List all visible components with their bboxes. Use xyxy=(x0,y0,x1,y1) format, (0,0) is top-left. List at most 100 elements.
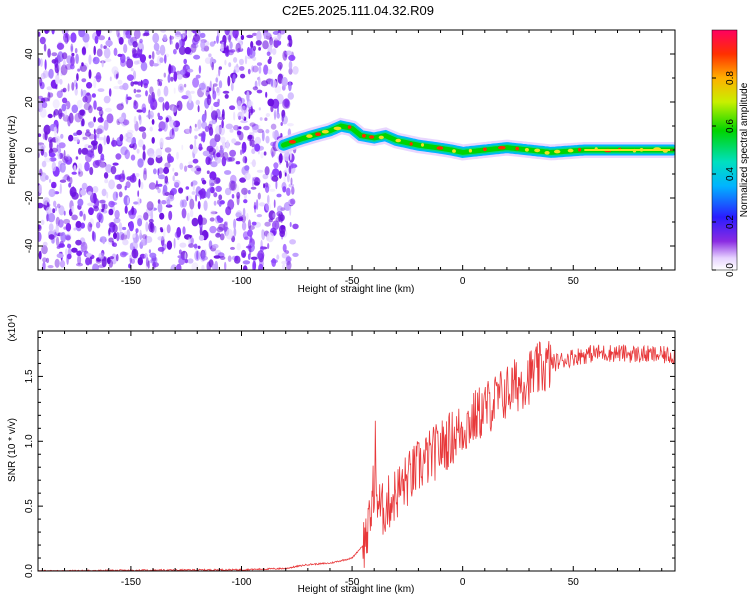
noise-blob xyxy=(266,232,275,243)
noise-blob xyxy=(52,208,56,214)
noise-blob xyxy=(169,119,176,128)
noise-blob xyxy=(125,181,131,189)
noise-blob xyxy=(122,226,127,231)
noise-blob xyxy=(229,149,237,157)
noise-blob xyxy=(185,186,190,190)
noise-blob xyxy=(149,252,157,259)
noise-blob xyxy=(265,91,268,98)
noise-blob xyxy=(159,44,166,56)
noise-blob xyxy=(187,68,194,73)
signal-hotspot xyxy=(421,143,424,147)
noise-blob xyxy=(70,45,73,52)
noise-blob xyxy=(243,125,250,131)
signal-hotspot xyxy=(452,149,456,153)
noise-blob xyxy=(84,131,92,137)
noise-blob xyxy=(82,136,88,140)
noise-blob xyxy=(233,124,240,131)
noise-blob xyxy=(242,231,249,240)
noise-blob xyxy=(71,205,75,213)
noise-blob xyxy=(59,241,64,248)
noise-blob xyxy=(263,183,266,189)
noise-blob xyxy=(77,254,82,265)
noise-blob xyxy=(58,108,63,120)
noise-blob xyxy=(65,235,71,241)
noise-blob xyxy=(97,117,104,123)
noise-blob xyxy=(215,156,221,164)
noise-blob xyxy=(170,264,178,270)
noise-blob xyxy=(210,110,218,121)
noise-blob xyxy=(212,83,218,87)
noise-blob xyxy=(103,95,111,104)
noise-blob xyxy=(41,101,48,109)
noise-blob xyxy=(285,50,293,56)
noise-blob xyxy=(118,222,123,232)
noise-blob xyxy=(130,81,134,87)
noise-blob xyxy=(51,184,56,188)
noise-blob xyxy=(151,137,155,144)
noise-blob xyxy=(271,258,277,267)
noise-blob xyxy=(155,148,162,159)
noise-blob xyxy=(239,177,247,183)
noise-blob xyxy=(58,142,66,149)
noise-blob xyxy=(265,129,270,134)
noise-blob xyxy=(218,80,223,89)
noise-blob xyxy=(71,104,79,114)
noise-blob xyxy=(71,171,77,175)
noise-blob xyxy=(252,260,256,270)
noise-blob xyxy=(233,111,236,121)
snr-panel: -150 -100 -50 0 50 0.0 0.5 1.0 1.5 Height of st… xyxy=(7,314,676,595)
noise-blob xyxy=(139,229,142,236)
noise-blob xyxy=(68,182,72,188)
noise-blob xyxy=(119,251,127,258)
noise-blob xyxy=(227,49,234,56)
noise-blob xyxy=(182,226,186,235)
noise-blob xyxy=(179,199,184,208)
noise-blob xyxy=(93,128,96,135)
signal-hotspot xyxy=(361,134,366,138)
y-tick-label: -40 xyxy=(24,238,35,253)
noise-blob xyxy=(128,221,134,232)
noise-blob xyxy=(177,73,183,80)
noise-blob xyxy=(241,187,248,195)
noise-blob xyxy=(287,173,290,183)
noise-blob xyxy=(221,141,226,150)
noise-blob xyxy=(186,196,189,201)
noise-blob xyxy=(208,147,217,156)
noise-blob xyxy=(244,156,247,164)
noise-blob xyxy=(248,111,251,119)
noise-blob xyxy=(276,193,282,198)
noise-blob xyxy=(170,76,174,82)
noise-blob xyxy=(130,67,134,72)
noise-blob xyxy=(246,213,249,220)
noise-blob xyxy=(252,56,257,62)
noise-blob xyxy=(115,153,122,160)
noise-blob xyxy=(38,231,42,242)
noise-blob xyxy=(106,135,110,145)
noise-blob xyxy=(103,135,107,146)
noise-blob xyxy=(126,176,132,181)
noise-blob xyxy=(49,157,57,162)
noise-blob xyxy=(235,212,242,218)
noise-blob xyxy=(210,211,218,215)
noise-blob xyxy=(124,133,129,142)
noise-blob xyxy=(111,139,118,147)
noise-blob xyxy=(281,76,288,87)
noise-blob xyxy=(133,88,137,94)
noise-blob xyxy=(136,89,142,93)
noise-blob xyxy=(60,231,66,243)
noise-blob xyxy=(216,87,220,93)
noise-blob xyxy=(239,58,244,66)
noise-blob xyxy=(246,46,251,57)
noise-blob xyxy=(230,82,234,92)
noise-blob xyxy=(117,53,123,58)
noise-blob xyxy=(178,249,182,255)
noise-blob xyxy=(288,161,294,170)
noise-blob xyxy=(281,260,288,265)
noise-blob xyxy=(51,161,57,172)
noise-blob xyxy=(152,63,159,67)
noise-blob xyxy=(171,105,177,113)
noise-blob xyxy=(39,36,46,45)
noise-blob xyxy=(55,74,60,85)
noise-blob xyxy=(53,200,57,207)
noise-blob xyxy=(233,57,238,63)
